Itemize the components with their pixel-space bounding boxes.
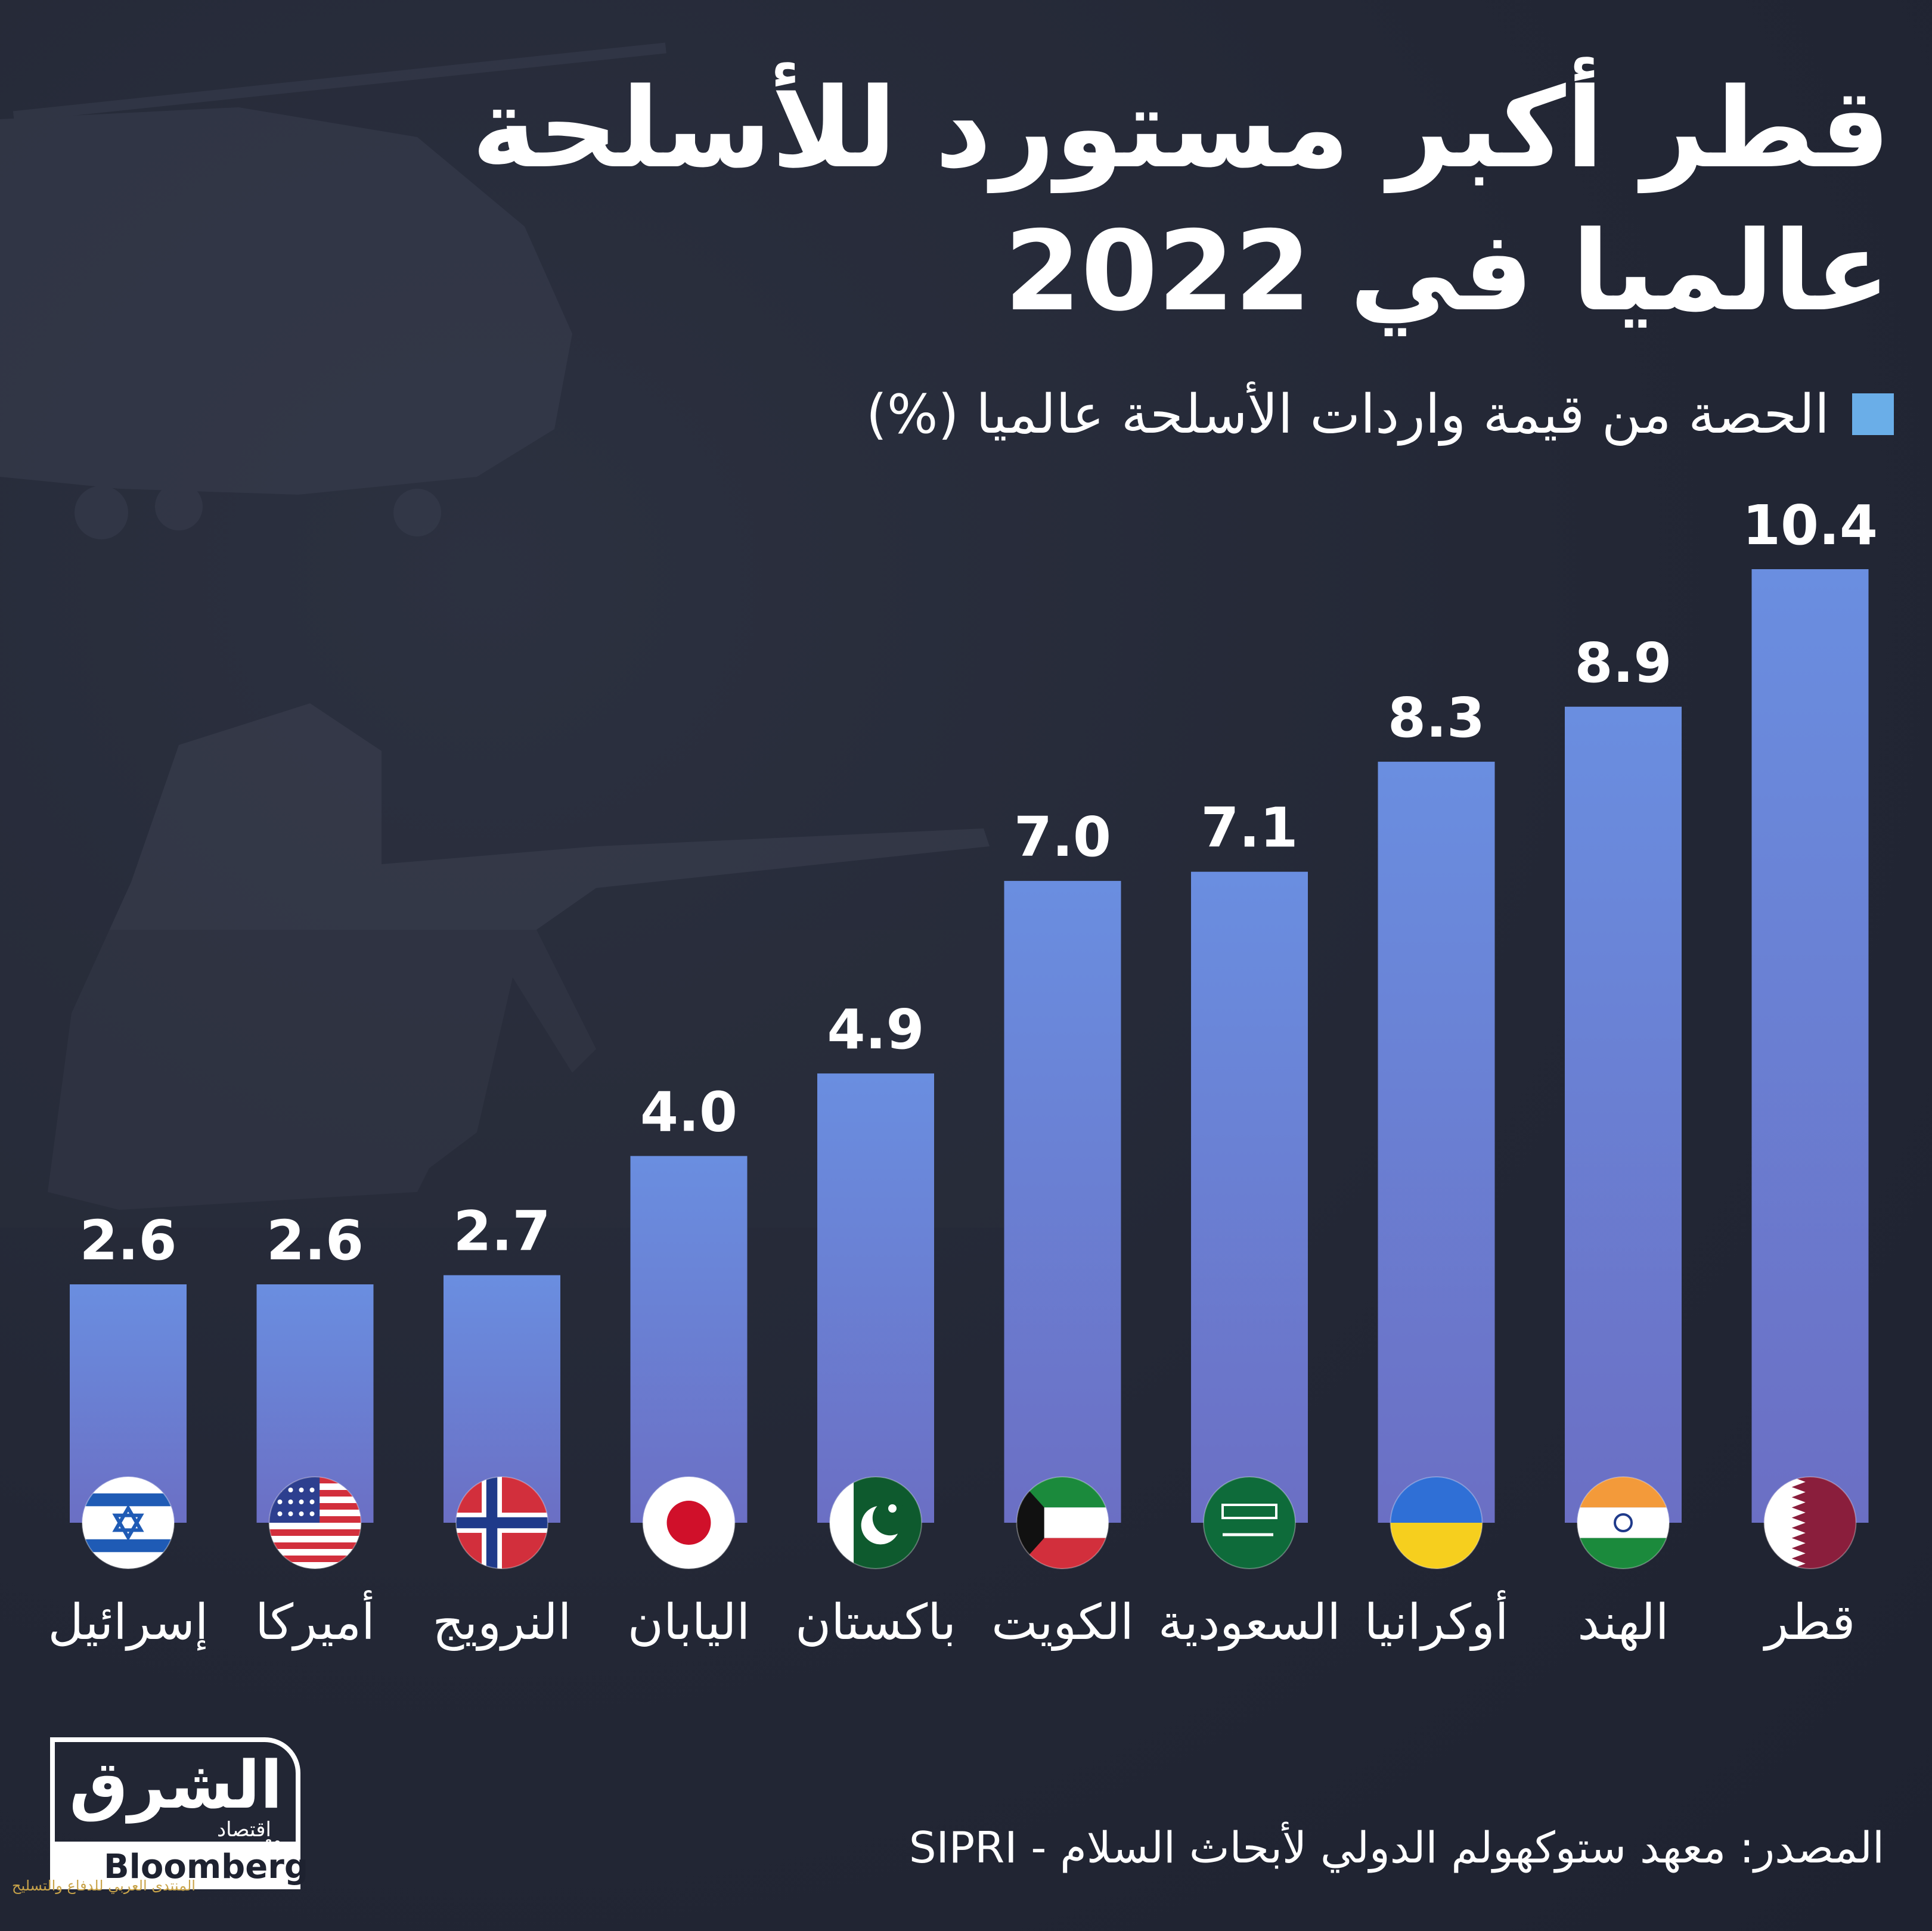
value-label: 7.0 <box>1014 805 1111 869</box>
title-line-1: قطر أكبر مستورد للأسلحة <box>472 64 1890 193</box>
logo-sub: اقتصاد <box>217 1818 271 1842</box>
usa-flag-icon <box>268 1476 362 1569</box>
value-label: 2.7 <box>454 1200 551 1263</box>
value-label: 7.1 <box>1201 796 1298 860</box>
value-label: 4.0 <box>640 1081 737 1144</box>
norway-flag-icon <box>455 1476 548 1569</box>
soldier-silhouette <box>48 703 990 1210</box>
pakistan-flag-icon <box>829 1476 922 1569</box>
category-label: السعودية <box>1158 1594 1341 1651</box>
category-label: اليابان <box>628 1594 751 1651</box>
value-label: 4.9 <box>827 998 925 1061</box>
category-label: أوكرانيا <box>1365 1590 1509 1651</box>
title-line-2: عالميا في 2022 <box>1004 207 1890 336</box>
legend-swatch <box>1852 393 1894 435</box>
bar <box>1191 871 1308 1523</box>
legend-label: الحصة من قيمة واردات الأسلحة عالميا (%) <box>866 383 1829 446</box>
category-label: الكويت <box>991 1594 1134 1651</box>
helicopter-silhouette <box>0 107 572 495</box>
logo-brand: الشرق <box>69 1747 283 1823</box>
category-label: إسرائيل <box>48 1594 208 1651</box>
bar <box>1751 569 1869 1523</box>
israel-flag-icon <box>82 1476 175 1569</box>
bar <box>1565 706 1682 1523</box>
logo-with: مع <box>265 1831 281 1849</box>
logo-bar <box>50 1842 300 1889</box>
chart-title: قطر أكبر مستورد للأسلحة عالميا في 2022 <box>340 57 1890 343</box>
category-label: باكستان <box>795 1594 956 1651</box>
category-label: قطر <box>1763 1594 1856 1651</box>
legend: الحصة من قيمة واردات الأسلحة عالميا (%) <box>866 381 1894 447</box>
bar <box>817 1073 934 1523</box>
bar <box>1004 881 1121 1523</box>
category-label: النرويج <box>432 1594 571 1651</box>
qatar-flag-icon <box>1763 1476 1857 1569</box>
bar <box>630 1156 748 1523</box>
value-label: 8.3 <box>1388 686 1485 750</box>
value-label: 8.9 <box>1575 631 1672 695</box>
india-flag-icon <box>1577 1476 1670 1569</box>
japan-flag-icon <box>642 1476 736 1569</box>
forum-watermark: المنتدى العربي للدفاع والتسليح <box>12 1877 196 1894</box>
source-note: المصدر: معهد ستوكهولم الدولي لأبحاث السل… <box>908 1823 1884 1873</box>
kuwait-flag-icon <box>1016 1476 1109 1569</box>
category-label: الهند <box>1577 1594 1669 1651</box>
saudi-flag-icon <box>1203 1476 1296 1569</box>
category-label: أميركا <box>255 1590 375 1651</box>
asharq-bloomberg-logo: الشرق اقتصاد مع Bloomberg <box>50 1737 308 1889</box>
value-label: 10.4 <box>1742 493 1878 557</box>
logo-partner: Bloomberg <box>104 1848 308 1886</box>
value-label: 2.6 <box>80 1209 177 1272</box>
ukraine-flag-icon <box>1390 1476 1483 1569</box>
bar <box>1378 762 1495 1523</box>
value-label: 2.6 <box>266 1209 364 1272</box>
